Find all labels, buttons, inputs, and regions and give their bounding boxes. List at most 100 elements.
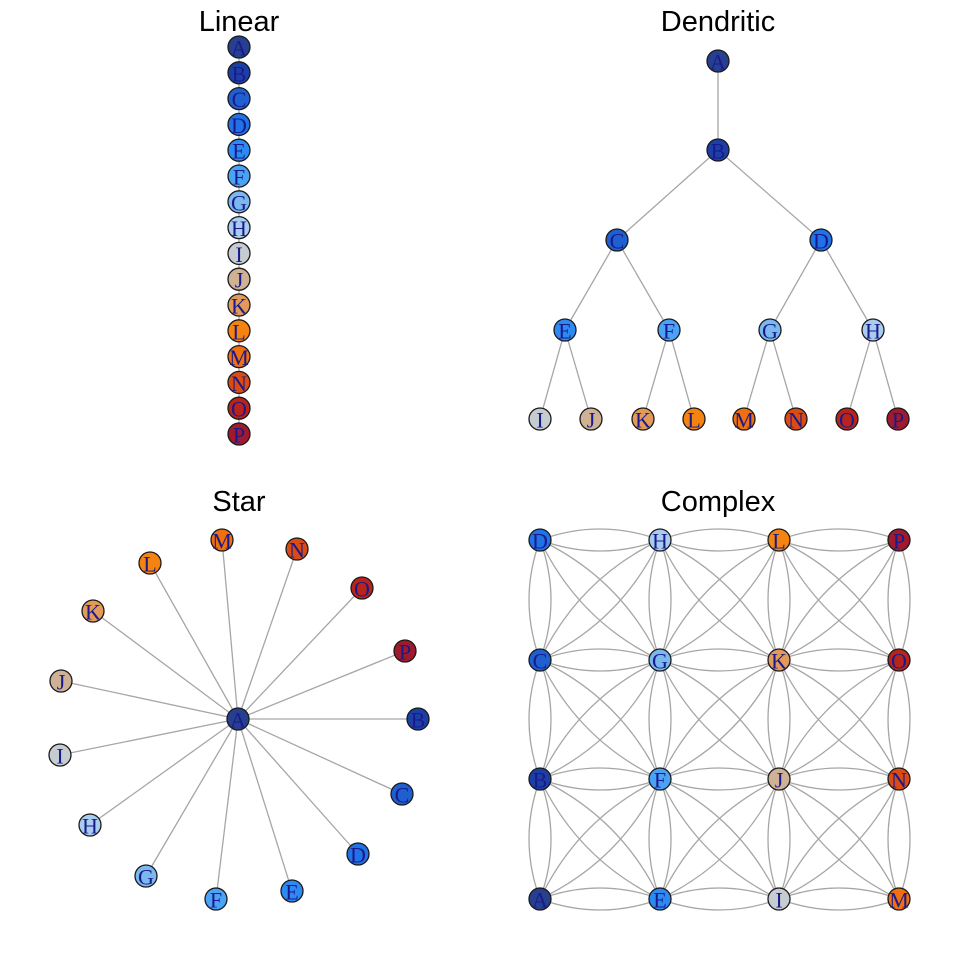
complex-edge-38 <box>539 659 661 780</box>
star-node-circle-l <box>138 551 162 575</box>
dendritic-node-label-c: C <box>610 229 625 254</box>
star-node-label-j: J <box>57 670 66 695</box>
complex-node-label-j: J <box>775 768 784 793</box>
dendritic-node-p: P <box>886 407 910 433</box>
complex-edge-63 <box>659 778 780 900</box>
linear-node-label-c: C <box>232 87 247 112</box>
complex-edge-58 <box>659 778 780 791</box>
linear-node-label-a: A <box>231 36 247 61</box>
linear-node-circle-a <box>227 35 251 59</box>
complex-edge-40 <box>778 659 900 672</box>
complex-edge-17 <box>778 539 791 661</box>
star-node-circle-h <box>78 813 102 837</box>
complex-edge-4 <box>539 539 661 661</box>
complex-edge-41 <box>778 648 900 661</box>
star-edge-a-p <box>237 650 406 720</box>
star-node-circle-i <box>48 743 72 767</box>
dendritic-node-label-a: A <box>710 50 726 75</box>
complex-edge-51 <box>778 659 900 780</box>
star-node-i: I <box>48 743 72 769</box>
linear-node-p: P <box>227 422 251 448</box>
complex-nodes: A B C D E F G H I J K L M N O P <box>528 528 911 913</box>
star-node-f: F <box>204 887 228 913</box>
dendritic-edge-d-g <box>769 239 822 331</box>
complex-edge-33 <box>659 648 780 661</box>
complex-node-label-m: M <box>889 888 909 913</box>
dendritic-node-circle-e <box>553 318 577 342</box>
dendritic-node-h: H <box>861 318 885 344</box>
star-node-b: B <box>406 707 430 733</box>
star-node-label-o: O <box>354 577 370 602</box>
dendritic-node-circle-p <box>886 407 910 431</box>
complex-edge-49 <box>898 659 911 780</box>
complex-edge-36 <box>659 659 780 780</box>
complex-node-a: A <box>528 887 552 913</box>
star-edge-a-c <box>237 718 403 795</box>
panel-title-star: Star <box>212 486 266 518</box>
star-edge-a-e <box>237 718 293 892</box>
linear-node-label-h: H <box>231 216 247 241</box>
dendritic-edge-c-f <box>616 239 670 331</box>
linear-node-label-k: K <box>231 294 247 319</box>
star-edge-a-o <box>237 587 363 720</box>
dendritic-edge-f-l <box>668 329 695 420</box>
complex-edge-50 <box>778 659 900 780</box>
complex-edge-57 <box>539 778 661 900</box>
complex-node-j: J <box>767 767 791 793</box>
linear-node-label-n: N <box>231 371 247 396</box>
dendritic-edges <box>539 61 899 420</box>
panel-title-dendritic: Dendritic <box>661 6 775 38</box>
star-node-label-f: F <box>210 888 222 913</box>
dendritic-node-o: O <box>835 407 859 433</box>
star-edge-a-k <box>92 610 239 720</box>
linear-node-label-b: B <box>232 61 247 86</box>
panel-complex: Complex A B C D E F G H I J K L M N O P <box>528 486 911 913</box>
complex-edge-44 <box>778 659 900 780</box>
complex-node-label-a: A <box>532 888 548 913</box>
star-node-e: E <box>280 879 304 905</box>
dendritic-node-label-j: J <box>587 408 596 433</box>
complex-edge-32 <box>659 659 780 672</box>
linear-node-label-d: D <box>231 113 247 138</box>
complex-edge-81 <box>659 887 780 900</box>
star-node-label-e: E <box>285 880 298 905</box>
complex-edge-66 <box>778 778 900 791</box>
linear-node-o: O <box>227 396 251 422</box>
dendritic-edge-c-e <box>564 239 618 331</box>
linear-node-label-f: F <box>233 165 245 190</box>
linear-node-circle-l <box>227 319 251 343</box>
complex-edge-64 <box>539 778 661 900</box>
complex-node-i: I <box>767 887 791 913</box>
star-node-circle-j <box>49 669 73 693</box>
star-node-label-p: P <box>399 640 411 665</box>
star-node-circle-p <box>393 639 417 663</box>
dendritic-node-circle-a <box>706 49 730 73</box>
complex-edge-5 <box>539 539 661 661</box>
linear-node-c: C <box>227 86 251 112</box>
star-node-label-i: I <box>56 744 63 769</box>
complex-edge-8 <box>648 539 661 661</box>
star-node-circle-b <box>406 707 430 731</box>
complex-node-label-h: H <box>652 529 668 554</box>
complex-edge-12 <box>539 539 661 661</box>
star-nodes: A B C D E F G H I J K L M N O P <box>48 528 430 913</box>
dendritic-node-circle-n <box>784 407 808 431</box>
complex-edge-9 <box>659 539 672 661</box>
dendritic-node-circle-k <box>631 407 655 431</box>
star-node-circle-k <box>81 599 105 623</box>
complex-node-circle-n <box>887 767 911 791</box>
dendritic-node-f: F <box>657 318 681 344</box>
complex-edge-18 <box>778 539 900 661</box>
complex-edge-39 <box>539 659 661 780</box>
dendritic-node-a: A <box>706 49 730 75</box>
complex-node-circle-k <box>767 648 791 672</box>
complex-edge-72 <box>659 778 780 900</box>
star-node-circle-e <box>280 879 304 903</box>
complex-node-l: L <box>767 528 791 554</box>
dendritic-node-circle-l <box>682 407 706 431</box>
complex-node-circle-l <box>767 528 791 552</box>
complex-edge-7 <box>659 528 780 541</box>
linear-node-label-m: M <box>229 345 249 370</box>
complex-edge-77 <box>778 778 900 900</box>
